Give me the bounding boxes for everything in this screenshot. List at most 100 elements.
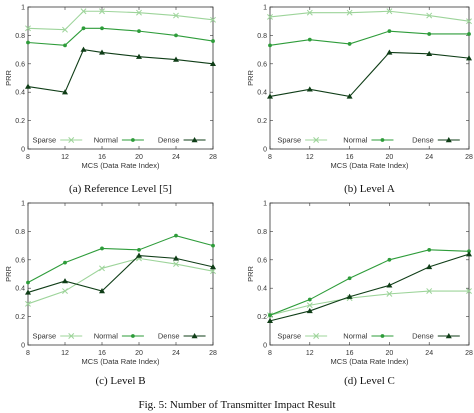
data-point [173,261,179,268]
data-point [99,49,105,55]
legend-label: Dense [412,136,434,145]
legend-label: Dense [158,136,180,145]
x-tick-label: 12 [306,154,314,161]
data-point [173,12,179,19]
chart-panel-0: 0 0.2 0.4 0.6 0.8 1 8 12 16 20 24 28 MCS (Data Rate … [4,5,217,196]
legend-marker [68,137,75,143]
data-point [306,9,313,16]
data-point [467,32,471,36]
data-point [62,278,68,284]
series-dense [267,251,472,324]
data-point [173,255,179,261]
series-line [27,257,214,305]
data-point [347,276,352,281]
series-dense [25,252,216,295]
data-point [210,263,216,270]
legend-label: Sparse [277,136,301,145]
data-point [62,26,68,33]
data-point [386,49,393,55]
y-tick-label: 0.8 [257,33,267,40]
x-axis-label: MCS (Data Rate Index) [331,357,409,366]
x-tick-label: 16 [346,154,354,161]
y-tick-label: 1 [21,5,25,12]
data-point [100,246,104,251]
data-point [62,288,68,294]
chart-caption: (d) Level C [344,375,395,387]
y-tick-label: 0.4 [15,286,25,293]
data-point [99,8,105,15]
legend-label: Normal [94,332,119,341]
data-point [346,9,353,16]
chart-panel-3: 0 0.2 0.4 0.6 0.8 1 8 12 16 20 24 28 MCS (Data Rate … [246,201,473,388]
series-line [269,10,470,22]
data-point [466,251,472,257]
plot-frame [269,202,470,346]
data-point [63,260,67,265]
legend-label: Dense [412,332,434,341]
data-point [268,313,272,318]
data-point [137,29,141,34]
x-tick-label: 28 [465,350,473,357]
legend-label: Sparse [277,332,301,341]
data-point [306,86,313,92]
plot-frame [269,6,470,150]
x-tick-label: 24 [172,350,180,357]
data-point [136,252,142,258]
legend-label: Dense [158,332,180,341]
data-point [174,233,178,238]
data-point [426,263,433,270]
series-line [269,30,469,46]
legend-marker [380,138,385,142]
data-point [137,247,141,252]
data-point [210,60,216,66]
series-line [269,290,469,316]
legend-label: Sparse [32,332,56,341]
series-line [27,48,214,93]
x-tick-label: 20 [135,154,143,161]
data-point [466,18,472,25]
series-line [27,235,214,284]
series-line [27,254,214,293]
plot-frame [27,6,214,150]
y-tick-label: 0.6 [15,257,25,264]
legend-marker [191,333,198,339]
y-tick-label: 0.2 [15,118,25,125]
series-line [27,10,214,31]
y-tick-label: 0 [21,343,25,350]
data-point [25,289,31,295]
legend-marker [191,137,198,143]
data-point [346,93,353,99]
charts-layer: 0 0.2 0.4 0.6 0.8 1 8 12 16 20 24 28 MCS (Data Rate … [4,5,473,388]
data-point [427,247,432,252]
legend: Sparse Normal Dense [277,332,460,341]
x-tick-label: 28 [209,154,217,161]
series-sparse [25,8,216,33]
x-tick-label: 24 [425,350,433,357]
data-point [426,50,433,57]
data-point [466,55,472,61]
x-tick-label: 12 [61,154,69,161]
y-axis-label: PRR [4,70,13,86]
data-point [136,9,142,16]
data-point [99,265,105,272]
x-tick-label: 28 [209,350,217,357]
x-tick-label: 24 [425,154,433,161]
series-dense [25,46,216,95]
data-point [426,12,433,19]
x-tick-label: 16 [98,350,106,357]
data-point [62,89,68,95]
legend-marker [445,333,452,339]
y-tick-label: 0.2 [257,118,267,125]
y-tick-label: 0.4 [15,90,25,97]
legend-label: Normal [343,136,368,145]
chart-caption: (b) Level A [344,183,395,195]
data-point [80,46,87,52]
y-tick-label: 0.2 [257,314,267,321]
series-normal [268,247,471,318]
y-tick-label: 0 [263,147,267,154]
y-tick-label: 0 [21,147,25,154]
data-point [307,297,312,302]
y-tick-label: 0.8 [257,229,267,236]
figure-caption: Fig. 5: Number of Transmitter Impact Res… [138,399,335,411]
legend-marker [131,334,135,338]
